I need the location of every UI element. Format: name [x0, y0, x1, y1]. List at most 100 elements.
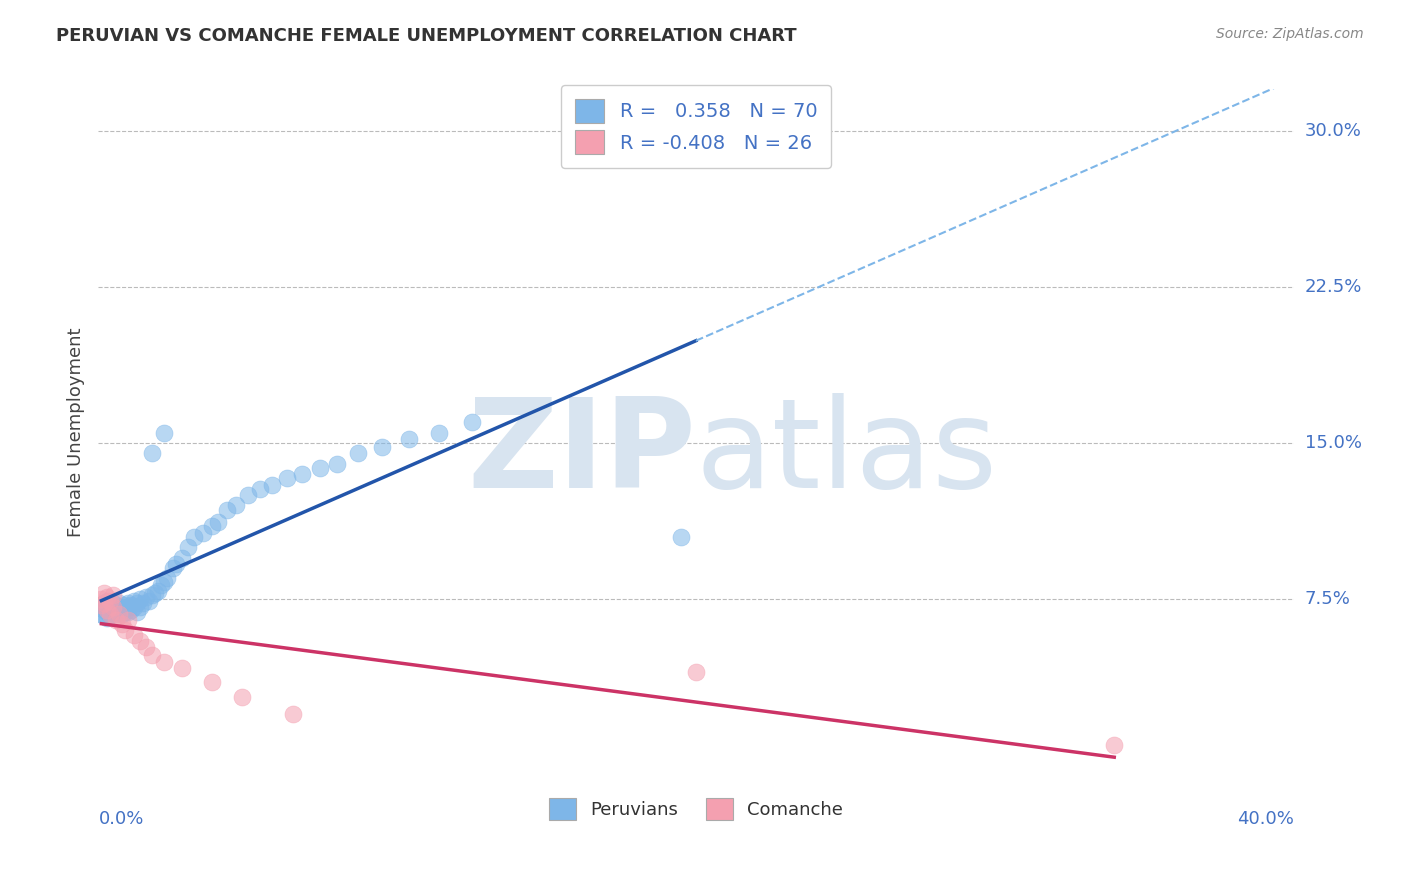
- Point: [96, 590, 118, 604]
- Point: [685, 665, 707, 679]
- Point: [129, 592, 152, 607]
- Point: [156, 571, 179, 585]
- Point: [96, 600, 118, 615]
- Point: [98, 602, 122, 616]
- Text: PERUVIAN VS COMANCHE FEMALE UNEMPLOYMENT CORRELATION CHART: PERUVIAN VS COMANCHE FEMALE UNEMPLOYMENT…: [56, 27, 797, 45]
- Point: [93, 596, 115, 610]
- Point: [127, 605, 149, 619]
- Point: [117, 605, 139, 619]
- Point: [148, 583, 170, 598]
- Point: [162, 561, 184, 575]
- Point: [135, 640, 157, 654]
- Point: [236, 488, 259, 502]
- Point: [108, 605, 131, 619]
- Point: [90, 607, 112, 621]
- Point: [98, 594, 122, 608]
- Point: [111, 607, 134, 621]
- Point: [143, 586, 166, 600]
- Point: [132, 596, 155, 610]
- Point: [120, 602, 142, 616]
- Point: [124, 600, 146, 615]
- Point: [150, 577, 173, 591]
- Point: [276, 471, 298, 485]
- Point: [117, 613, 139, 627]
- Point: [114, 605, 136, 619]
- Point: [103, 600, 125, 615]
- Point: [90, 599, 112, 613]
- Point: [201, 519, 224, 533]
- Legend: Peruvians, Comanche: Peruvians, Comanche: [540, 789, 852, 829]
- Point: [105, 613, 128, 627]
- Point: [108, 596, 131, 610]
- Point: [249, 482, 271, 496]
- Point: [114, 599, 136, 613]
- Point: [326, 457, 349, 471]
- Point: [183, 530, 205, 544]
- Y-axis label: Female Unemployment: Female Unemployment: [66, 328, 84, 537]
- Point: [96, 602, 118, 616]
- Point: [153, 425, 176, 440]
- Point: [207, 515, 229, 529]
- Point: [135, 590, 157, 604]
- Text: 7.5%: 7.5%: [1305, 591, 1351, 608]
- Point: [398, 432, 420, 446]
- Point: [347, 446, 370, 460]
- Point: [308, 461, 330, 475]
- Point: [114, 624, 136, 638]
- Point: [98, 599, 122, 613]
- Point: [105, 607, 128, 621]
- Point: [111, 602, 134, 616]
- Point: [141, 588, 163, 602]
- Point: [172, 661, 194, 675]
- Point: [231, 690, 253, 704]
- Point: [98, 607, 122, 621]
- Point: [108, 607, 131, 621]
- Point: [103, 596, 125, 610]
- Text: ZIP: ZIP: [467, 392, 696, 514]
- Point: [90, 592, 112, 607]
- Point: [260, 477, 283, 491]
- Point: [153, 655, 176, 669]
- Point: [461, 415, 484, 429]
- Point: [93, 586, 115, 600]
- Text: 22.5%: 22.5%: [1305, 278, 1362, 296]
- Point: [93, 596, 115, 610]
- Point: [90, 599, 112, 613]
- Text: atlas: atlas: [696, 392, 998, 514]
- Point: [117, 596, 139, 610]
- Point: [124, 627, 146, 641]
- Point: [96, 594, 118, 608]
- Point: [138, 594, 160, 608]
- Point: [177, 540, 200, 554]
- Point: [225, 499, 247, 513]
- Point: [669, 530, 692, 544]
- Point: [153, 575, 176, 590]
- Point: [371, 440, 394, 454]
- Point: [201, 675, 224, 690]
- Point: [129, 600, 152, 615]
- Point: [96, 611, 118, 625]
- Point: [124, 594, 146, 608]
- Point: [427, 425, 450, 440]
- Point: [141, 648, 163, 663]
- Point: [98, 607, 122, 621]
- Point: [127, 596, 149, 610]
- Point: [105, 602, 128, 616]
- Point: [96, 605, 118, 619]
- Point: [93, 608, 115, 623]
- Point: [93, 602, 115, 616]
- Point: [103, 588, 125, 602]
- Point: [291, 467, 314, 482]
- Point: [172, 550, 194, 565]
- Point: [108, 600, 131, 615]
- Point: [103, 605, 125, 619]
- Point: [1104, 738, 1126, 752]
- Text: 15.0%: 15.0%: [1305, 434, 1361, 452]
- Text: 30.0%: 30.0%: [1305, 122, 1361, 140]
- Point: [165, 557, 187, 571]
- Point: [103, 600, 125, 615]
- Point: [105, 599, 128, 613]
- Text: Source: ZipAtlas.com: Source: ZipAtlas.com: [1216, 27, 1364, 41]
- Point: [191, 525, 214, 540]
- Point: [117, 600, 139, 615]
